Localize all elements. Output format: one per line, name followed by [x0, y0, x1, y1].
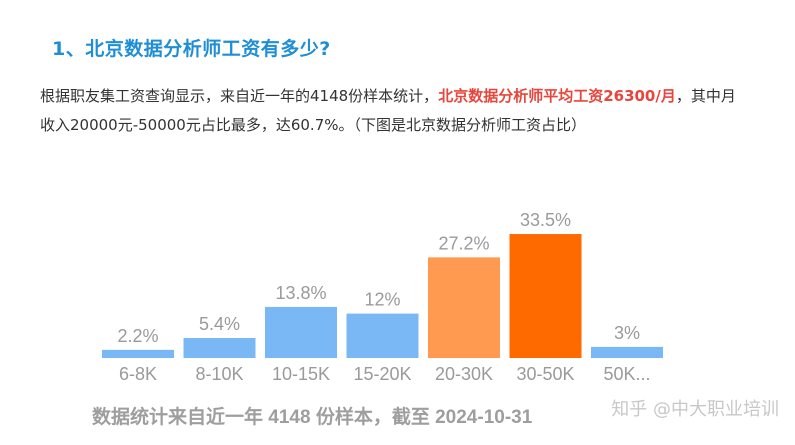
section-heading: 1、北京数据分析师工资有多少?: [52, 38, 331, 60]
bar-4: [428, 257, 500, 358]
category-label-6: 50K...: [603, 364, 650, 384]
bar-value-label-4: 27.2%: [438, 233, 489, 253]
category-label-5: 30-50K: [516, 364, 574, 384]
bar-value-label-3: 12%: [364, 290, 400, 310]
salary-bar-chart: 2.2% 5.4% 13.8% 12% 27.2% 33.5% 3% 6-8K 8-10K 10…: [92, 210, 663, 428]
category-label-1: 8-10K: [195, 364, 243, 384]
bar-6: [591, 346, 663, 358]
summary-text-2: ，其中月收入20000元-50000元占比最多，达60.7%。（下图是北京数据分…: [40, 87, 736, 134]
category-label-0: 6-8K: [119, 364, 157, 384]
bar-0: [102, 349, 174, 358]
bar-5: [509, 234, 582, 358]
bar-value-label-1: 5.4%: [199, 314, 240, 334]
bar-1: [183, 338, 256, 358]
source-note: 数据统计来自近一年 4148 份样本，截至 2024-10-31: [92, 405, 533, 428]
bar-value-label-2: 13.8%: [275, 283, 326, 303]
watermark: 知乎 @中大职业培训: [611, 399, 779, 420]
summary-text-1: 根据职友集工资查询显示，来自近一年的4148份样本统计，: [40, 87, 439, 105]
category-label-4: 20-30K: [435, 364, 493, 384]
summary-paragraph: 根据职友集工资查询显示，来自近一年的4148份样本统计，北京数据分析师平均工资2…: [40, 82, 740, 140]
bar-2: [265, 306, 337, 358]
bar-value-label-5: 33.5%: [520, 210, 571, 230]
bar-value-label-0: 2.2%: [117, 326, 158, 346]
bar-3: [346, 313, 419, 358]
bar-value-label-6: 3%: [614, 323, 640, 343]
bars-group: [102, 234, 663, 358]
category-label-3: 15-20K: [353, 364, 411, 384]
bar-labels-group: 2.2% 5.4% 13.8% 12% 27.2% 33.5% 3%: [117, 210, 640, 346]
category-labels-group: 6-8K 8-10K 10-15K 15-20K 20-30K 30-50K 50K...: [119, 364, 651, 384]
summary-highlight: 北京数据分析师平均工资26300/月: [438, 87, 676, 105]
category-label-2: 10-15K: [272, 364, 330, 384]
